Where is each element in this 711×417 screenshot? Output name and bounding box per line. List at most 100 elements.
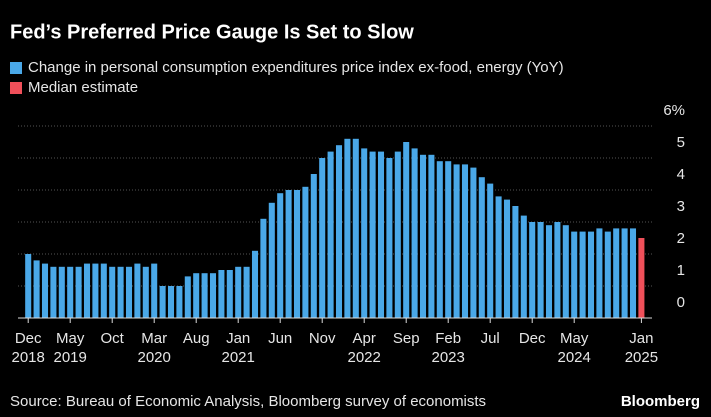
- bar: [478, 177, 485, 318]
- x-tick-label: Jan: [629, 330, 653, 347]
- bar: [445, 161, 452, 318]
- y-tick-label: 1: [677, 262, 685, 279]
- x-tick-label: Jan: [226, 330, 250, 347]
- bar: [50, 266, 57, 318]
- bar: [461, 164, 469, 318]
- y-tick-label: 4: [677, 166, 685, 183]
- bar: [604, 231, 611, 318]
- x-tick-year: 2025: [625, 349, 658, 366]
- bar: [327, 151, 334, 318]
- bar: [117, 266, 124, 318]
- bar: [92, 263, 99, 318]
- y-tick-label: 2: [677, 230, 685, 247]
- bar: [537, 222, 544, 318]
- bar: [159, 286, 166, 318]
- bar: [302, 186, 309, 318]
- bar: [495, 196, 502, 318]
- bar: [151, 263, 158, 318]
- x-tick-label: May: [560, 330, 589, 347]
- bar: [621, 228, 628, 318]
- y-tick-label: 3: [677, 198, 685, 215]
- bar: [571, 231, 578, 318]
- bar: [310, 174, 317, 318]
- bar: [587, 231, 595, 318]
- bar: [453, 164, 460, 318]
- bar: [251, 250, 259, 318]
- x-tick-label: Sep: [393, 330, 420, 347]
- bar: [142, 266, 149, 318]
- x-tick-label: Aug: [183, 330, 210, 347]
- x-tick-label: Apr: [353, 330, 376, 347]
- bar: [361, 148, 368, 318]
- y-tick-label: 0: [677, 294, 685, 311]
- x-tick-label: Mar: [141, 330, 167, 347]
- x-tick-year: 2019: [54, 349, 87, 366]
- x-tick-label: Jun: [268, 330, 292, 347]
- x-tick-label: Nov: [309, 330, 336, 347]
- x-tick-label: Dec: [15, 330, 42, 347]
- y-tick-label: 5: [677, 134, 685, 151]
- bar: [260, 218, 267, 318]
- bar: [58, 266, 65, 318]
- bar: [470, 167, 477, 318]
- bar: [25, 254, 32, 318]
- bar: [193, 273, 200, 318]
- bar: [394, 151, 401, 318]
- bar: [134, 263, 141, 318]
- bar: [100, 263, 107, 318]
- x-tick-year: 2018: [12, 349, 45, 366]
- y-tick-label: 6%: [663, 102, 685, 119]
- bar: [638, 238, 645, 318]
- bar: [503, 199, 511, 318]
- bar: [411, 148, 418, 318]
- bar: [125, 266, 133, 318]
- bar: [176, 286, 183, 318]
- bar: [545, 225, 553, 318]
- bar: [344, 138, 351, 318]
- bar: [75, 266, 82, 318]
- chart-title: Fed’s Preferred Price Gauge Is Set to Sl…: [10, 21, 414, 43]
- bar: [377, 151, 385, 318]
- bar: [167, 286, 175, 318]
- bar: [319, 158, 326, 318]
- bar: [201, 273, 208, 318]
- bar: [613, 228, 620, 318]
- x-tick-label: Dec: [519, 330, 546, 347]
- x-tick-year: 2021: [222, 349, 255, 366]
- x-tick-year: 2022: [348, 349, 381, 366]
- bar: [209, 273, 217, 318]
- bar: [109, 266, 116, 318]
- legend-label: Change in personal consumption expenditu…: [28, 59, 564, 76]
- bar: [226, 270, 233, 318]
- bar: [512, 206, 519, 318]
- bar: [579, 231, 586, 318]
- bar: [33, 260, 40, 318]
- brand-logo: Bloomberg: [621, 393, 700, 410]
- bar: [235, 266, 242, 318]
- x-tick-label: Oct: [101, 330, 125, 347]
- legend-swatch: [10, 62, 22, 74]
- bar: [596, 228, 603, 318]
- bar: [83, 263, 91, 318]
- bar: [285, 190, 292, 318]
- bar: [520, 215, 527, 318]
- x-tick-label: May: [56, 330, 85, 347]
- bar: [386, 158, 393, 318]
- bar: [554, 222, 561, 318]
- bar: [487, 183, 494, 318]
- x-tick-year: 2024: [558, 349, 591, 366]
- bar: [419, 154, 427, 318]
- x-tick-year: 2023: [432, 349, 465, 366]
- bar: [428, 154, 435, 318]
- x-tick-label: Feb: [435, 330, 461, 347]
- bar: [352, 138, 359, 318]
- x-tick-label: Jul: [481, 330, 500, 347]
- bar: [335, 145, 343, 318]
- bar: [629, 228, 637, 318]
- bar: [268, 202, 275, 318]
- bar: [184, 276, 191, 318]
- bar: [218, 270, 225, 318]
- legend-label: Median estimate: [28, 79, 138, 96]
- bar: [369, 151, 376, 318]
